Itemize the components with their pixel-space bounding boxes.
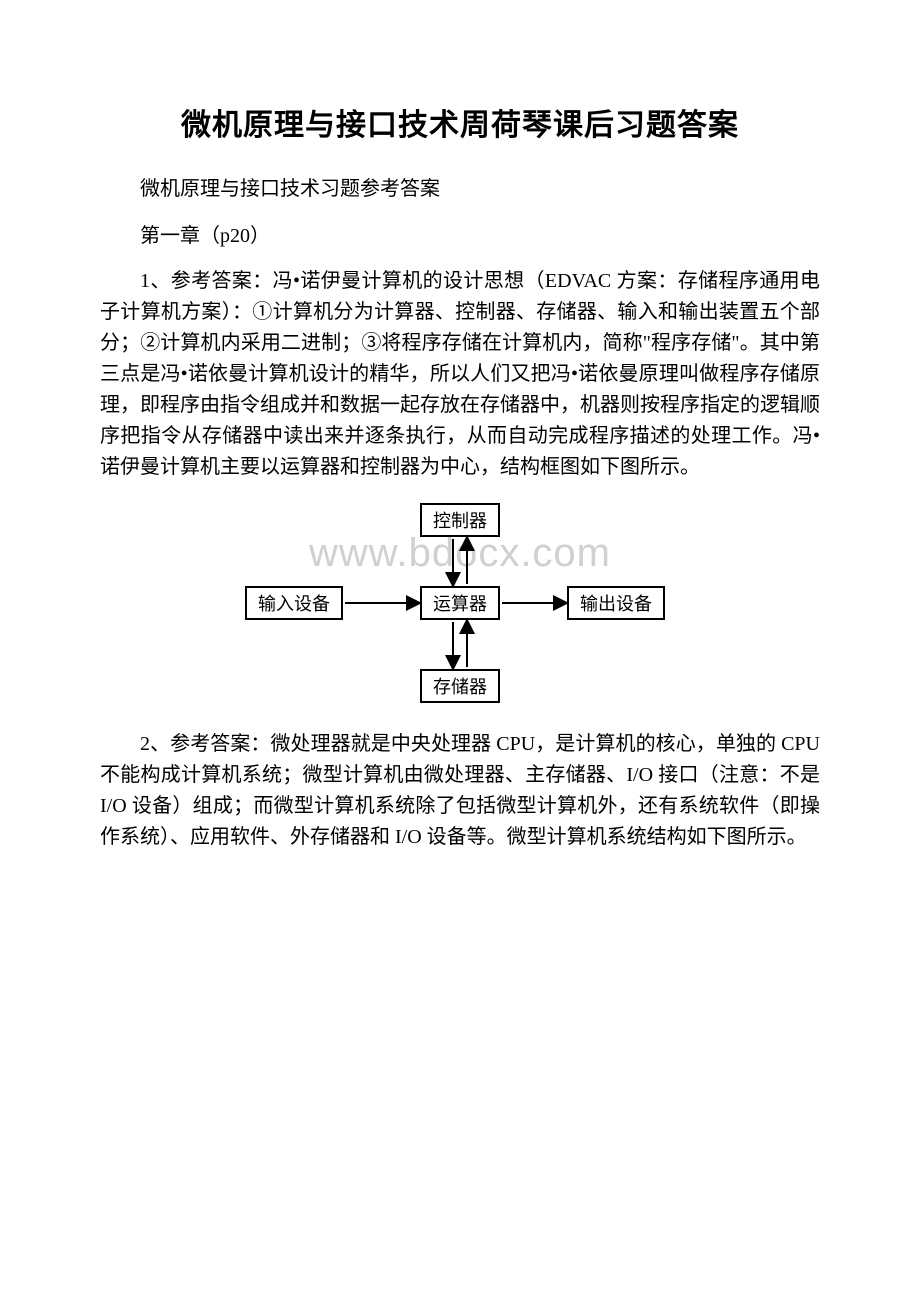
paragraph-2: 2、参考答案：微处理器就是中央处理器 CPU，是计算机的核心，单独的 CPU 不…: [100, 729, 820, 853]
chapter-heading: 第一章（p20）: [100, 219, 820, 248]
document-subtitle: 微机原理与接口技术习题参考答案: [100, 172, 820, 201]
paragraph-1: 1、参考答案：冯•诺伊曼计算机的设计思想（EDVAC 方案：存储程序通用电子计算…: [100, 266, 820, 483]
diagram-container: www.bdocx.com 控制器 输入设备 运算器 输出设备 存储器: [100, 503, 820, 703]
diagram-arrows: [245, 503, 675, 703]
von-neumann-diagram: www.bdocx.com 控制器 输入设备 运算器 输出设备 存储器: [245, 503, 675, 703]
document-title: 微机原理与接口技术周荷琴课后习题答案: [100, 100, 820, 144]
